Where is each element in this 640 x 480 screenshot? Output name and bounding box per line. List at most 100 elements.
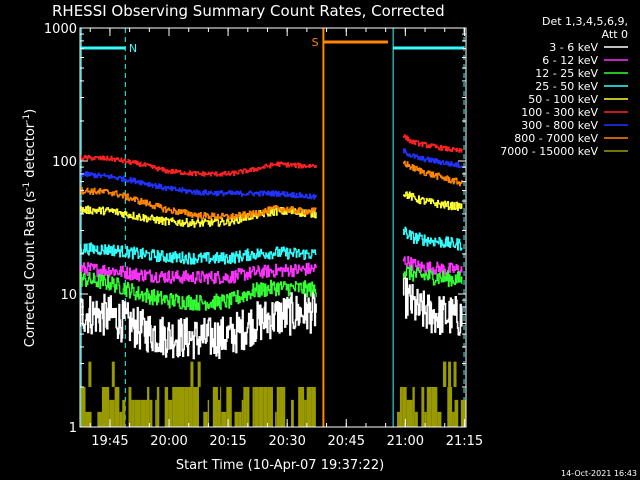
series-7000-15000-block [241, 399, 244, 427]
series-7000-15000-block [177, 386, 181, 427]
series-7000-15000-fill [81, 361, 467, 427]
series-7000-15000-block [426, 386, 432, 427]
series-7000-15000-spike [197, 361, 201, 387]
plot-frame [79, 27, 467, 428]
series-7000-15000-block [452, 411, 455, 427]
series-line-100-300-kev [403, 134, 463, 153]
y-tick-label: 100 [52, 155, 77, 170]
series-7000-15000-block [207, 399, 210, 427]
series-7000-15000-block [81, 386, 86, 427]
series-7000-15000-block [397, 411, 400, 427]
series-7000-15000-block [252, 386, 255, 427]
series-line-25-50-kev [80, 242, 317, 265]
series-7000-15000-block [306, 386, 312, 427]
x-tick-label: 21:15 [446, 434, 483, 449]
legend-label: 300 - 800 keV [521, 119, 598, 132]
series-line-3-6-kev [402, 273, 463, 336]
series-7000-15000-spike [453, 361, 457, 387]
series-7000-15000-block [192, 386, 199, 427]
series-7000-15000-spike [88, 361, 92, 387]
series-line-300-800-kev [80, 171, 317, 200]
series-7000-15000-block [243, 386, 247, 427]
series-7000-15000-block [164, 386, 169, 427]
series-7000-15000-spike [448, 361, 452, 387]
series-line-3-6-kev [79, 290, 317, 360]
series-7000-15000-block [145, 399, 148, 427]
legend-label: 800 - 7000 keV [514, 132, 598, 145]
series-7000-15000-block [172, 386, 176, 427]
series-7000-15000-block [114, 386, 120, 427]
legend-label: 7000 - 15000 keV [500, 145, 598, 158]
series-7000-15000-block [147, 386, 150, 427]
x-tick-label: 19:45 [91, 434, 128, 449]
legend-label: 12 - 25 keV [535, 67, 598, 80]
legend-label: 3 - 6 keV [549, 41, 598, 54]
series-7000-15000-block [234, 411, 239, 427]
series-line-800-7000-kev [403, 160, 463, 187]
series-line-12-25-kev [80, 272, 317, 311]
y-tick-label: 1000 [44, 22, 77, 37]
series-7000-15000-block [421, 386, 425, 427]
axis-ticks: 19:45 20:00 20:15 20:30 20:45 21:00 21:15 1 10 10… [44, 22, 483, 449]
series-7000-15000-block [97, 411, 102, 427]
series-7000-15000-block [402, 386, 407, 427]
series-7000-15000-spike [443, 361, 447, 387]
saa-flag-label: S [312, 36, 319, 49]
series-7000-15000-block [399, 386, 403, 427]
series-7000-15000-block [431, 386, 438, 427]
series-7000-15000-spike [190, 361, 194, 387]
x-tick-label: 20:45 [328, 434, 365, 449]
series-layer [79, 134, 463, 360]
series-7000-15000-block [275, 411, 277, 427]
series-line-800-7000-kev [80, 187, 317, 220]
series-7000-15000-block [291, 399, 294, 427]
series-7000-15000-block [221, 411, 227, 427]
x-tick-label: 20:30 [268, 434, 305, 449]
series-line-50-100-kev [80, 205, 317, 228]
series-7000-15000-block [85, 411, 92, 427]
series-7000-15000-block [304, 399, 307, 427]
series-7000-15000-block [246, 386, 250, 427]
series-7000-15000-block [140, 399, 146, 427]
legend-header-attenuator: Att 0 [602, 28, 628, 41]
series-7000-15000-block [149, 399, 153, 427]
series-7000-15000-block [414, 411, 418, 427]
series-line-12-25-kev [403, 265, 463, 288]
series-7000-15000-block [155, 399, 157, 427]
y-axis-label: Corrected Count Rate (s-1 detector-1) [22, 109, 38, 347]
legend-label: 6 - 12 keV [542, 54, 598, 67]
series-line-100-300-kev [80, 154, 317, 177]
series-7000-15000-block [203, 411, 208, 427]
series-7000-15000-block [101, 386, 108, 427]
series-7000-15000-block [437, 411, 442, 427]
series-7000-15000-block [175, 386, 178, 427]
x-tick-label: 20:00 [150, 434, 187, 449]
legend-label: 50 - 100 keV [528, 93, 598, 106]
chart-title: RHESSI Observing Summary Count Rates, Co… [52, 2, 445, 20]
series-7000-15000-block [238, 411, 242, 427]
series-line-25-50-kev [403, 226, 463, 251]
series-7000-15000-block [447, 386, 453, 427]
series-7000-15000-block [276, 386, 280, 427]
y-tick-label: 1 [69, 421, 77, 436]
series-7000-15000-block [263, 386, 268, 427]
x-axis-label: Start Time (10-Apr-07 19:37:22) [176, 458, 384, 473]
legend-label: 25 - 50 keV [535, 80, 598, 93]
series-7000-15000-spike [111, 361, 115, 387]
series-7000-15000-block [267, 386, 270, 427]
y-tick-label: 10 [60, 288, 77, 303]
series-7000-15000-block [226, 386, 232, 427]
series-7000-15000-block [269, 386, 273, 427]
series-7000-15000-block [254, 386, 259, 427]
series-7000-15000-block [258, 386, 264, 427]
night-flag-label: N [129, 42, 137, 55]
series-7000-15000-block [131, 399, 135, 427]
legend-label: 100 - 300 keV [521, 106, 598, 119]
legend-header-detectors: Det 1,3,4,5,6,9, [542, 15, 628, 28]
series-7000-15000-block [311, 386, 316, 427]
series-7000-15000-block [406, 399, 413, 427]
series-line-300-800-kev [403, 148, 463, 169]
